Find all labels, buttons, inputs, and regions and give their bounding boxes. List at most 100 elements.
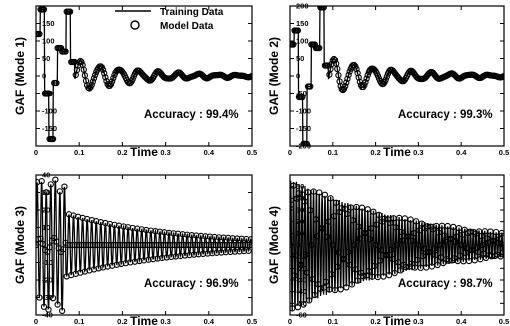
model-data-marker [410,230,418,237]
x-axis-label: Time [130,314,158,326]
model-data-marker [316,44,323,52]
model-data-marker [242,241,249,249]
model-data-marker [397,267,404,274]
model-data-marker [345,71,352,79]
model-data-marker [185,241,192,249]
model-data-marker [174,230,182,237]
model-data-marker [110,241,117,249]
y-tick-label: 10 [42,223,50,232]
model-data-marker [333,199,340,206]
model-data-marker [308,241,315,249]
model-data-marker [217,241,224,249]
model-data-marker [159,254,166,262]
x-tick-label: 0.2 [370,317,380,326]
model-data-marker [407,216,414,223]
model-data-marker [380,273,387,280]
model-data-marker [372,241,379,249]
legend-line-label: Training Data [160,7,224,18]
model-data-marker [290,41,294,48]
model-data-marker [293,195,300,202]
model-data-marker [78,241,85,249]
x-tick-label: 0.2 [117,148,127,157]
model-data-marker [453,233,460,240]
model-data-marker [206,233,214,240]
model-data-marker [36,241,40,249]
model-data-marker [342,83,349,90]
model-data-marker [378,247,385,254]
model-data-marker [426,248,433,256]
x-tick-label: 0.4 [204,317,215,326]
model-data-marker [169,241,176,249]
model-data-marker [334,263,341,270]
model-data-marker [337,286,344,293]
model-data-marker [126,241,133,249]
model-data-marker [424,223,431,230]
model-data-marker [343,79,350,86]
model-data-marker [243,235,250,243]
model-data-marker [344,210,351,218]
model-data-marker [91,241,99,249]
model-data-marker [45,306,52,313]
model-data-marker [329,57,336,64]
model-data-marker [373,221,380,228]
y-axis-label: GAF (Mode 4) [267,206,281,284]
model-data-marker [49,135,57,143]
model-data-marker [498,229,504,237]
model-data-marker [387,219,394,227]
model-data-marker [184,231,191,238]
model-data-marker [196,241,203,249]
model-data-marker [479,241,486,249]
model-data-marker [431,245,438,252]
model-data-marker [226,241,233,249]
model-data-marker [221,241,228,249]
model-data-marker [164,241,172,249]
y-axis-label: GAF (Mode 1) [13,37,27,115]
model-data-marker [383,251,391,259]
model-data-marker [300,301,307,308]
model-data-marker [143,226,150,234]
model-data-marker [290,41,297,48]
model-data-marker [118,260,125,268]
model-data-marker [329,241,336,249]
model-data-marker [398,228,405,236]
model-data-marker [295,190,303,197]
x-tick-label: 0.1 [328,148,338,157]
model-data-marker [442,238,449,245]
y-tick-label: 150 [42,19,55,28]
model-data-marker [141,241,149,249]
x-tick-label: 0.4 [456,148,467,157]
model-data-marker [245,247,252,254]
chart-panels: 0 0.1 0.2 0.3 0.4 0.5150100500-50-100-150Time… [13,2,509,326]
model-data-marker [467,228,474,235]
model-data-marker [199,250,207,258]
model-data-marker [91,71,99,79]
model-data-marker [101,241,108,249]
model-data-marker [299,191,306,198]
model-data-marker [110,75,117,82]
model-data-marker [212,241,219,249]
x-tick-label: 0.3 [160,317,170,326]
model-data-marker [99,66,107,73]
y-tick-label: 200 [296,2,309,11]
model-data-marker [56,188,64,195]
model-data-marker [140,257,148,264]
model-data-marker [317,285,324,292]
model-data-marker [319,225,326,232]
model-data-marker [381,215,388,222]
model-data-marker [210,241,217,249]
model-data-marker [80,241,87,249]
model-data-marker [364,71,371,79]
plot-area [290,180,504,312]
model-data-marker [53,238,60,245]
model-data-marker [192,241,199,249]
model-data-marker [170,230,177,237]
model-data-marker [151,241,158,249]
model-data-marker [344,75,351,82]
model-data-marker [348,281,356,288]
model-data-marker [228,241,235,249]
model-data-marker [361,82,368,89]
y-axis-label: GAF (Mode 3) [13,206,27,284]
model-data-marker [355,74,362,81]
model-data-marker [436,241,443,249]
